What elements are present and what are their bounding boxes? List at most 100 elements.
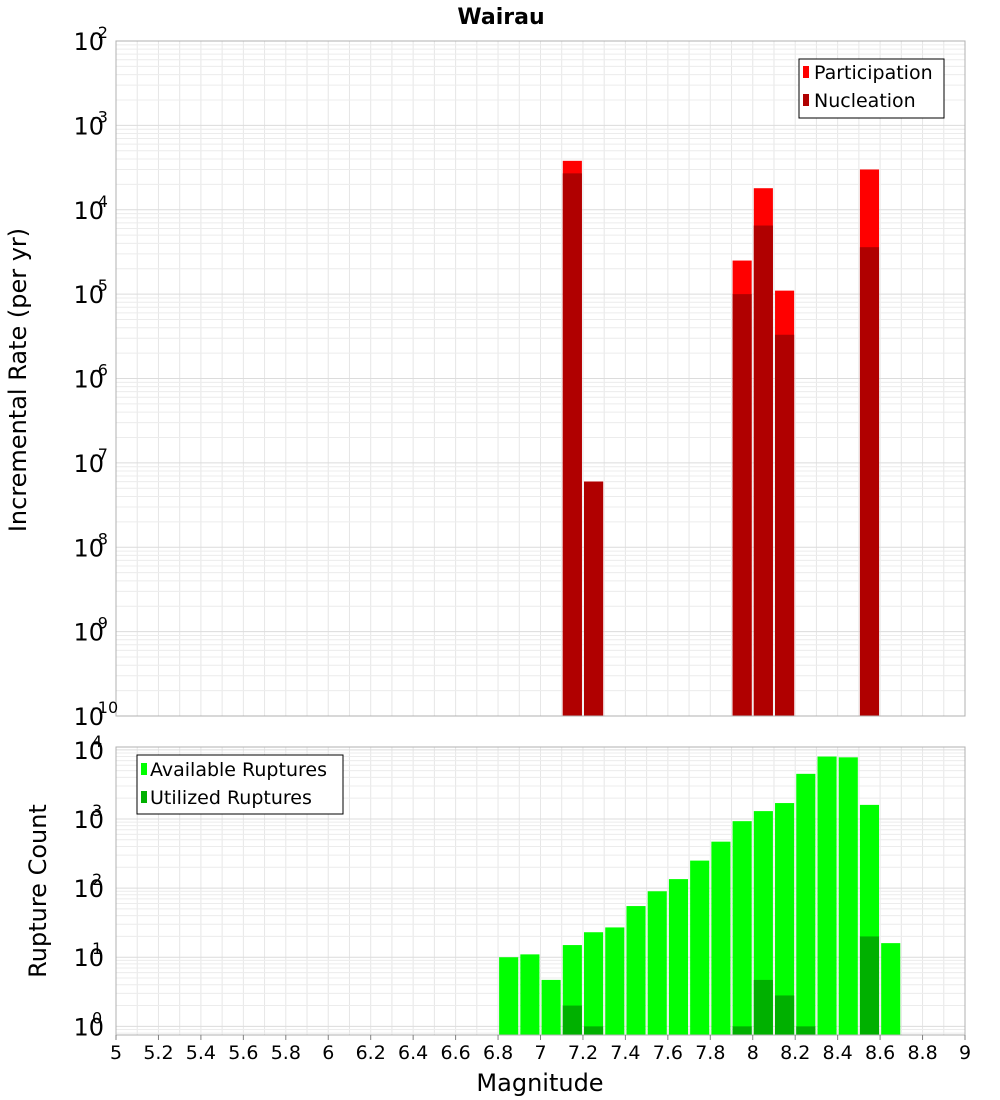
bottom-bar-available-ruptures bbox=[732, 821, 752, 1035]
bottom-bar-available-ruptures bbox=[711, 841, 731, 1035]
x-tick-label: 5.8 bbox=[271, 1042, 301, 1064]
bottom-bar-utilized-ruptures bbox=[796, 1026, 816, 1035]
bottom-bar-utilized-ruptures bbox=[753, 979, 773, 1035]
top-y-tick-label: 10-10 bbox=[73, 698, 118, 731]
bottom-y-tick-exponent: 2 bbox=[92, 870, 102, 889]
bottom-y-tick-label: 102 bbox=[73, 870, 104, 903]
bottom-y-tick-exponent: 4 bbox=[92, 732, 102, 751]
bottom-bar-available-ruptures bbox=[838, 757, 858, 1035]
top-y-tick-exponent: -2 bbox=[92, 23, 108, 42]
legend-nucleation-label: Nucleation bbox=[814, 90, 916, 112]
x-tick-label: 8 bbox=[747, 1042, 759, 1064]
bottom-legend-box bbox=[136, 754, 344, 815]
bottom-bar-available-ruptures bbox=[817, 756, 837, 1035]
x-axis-label: Magnitude bbox=[476, 1069, 603, 1097]
legend-available-swatch bbox=[141, 763, 147, 775]
bottom-bar-available-ruptures bbox=[647, 891, 667, 1035]
legend-available-label: Available Ruptures bbox=[150, 759, 327, 781]
top-y-tick-base: 10 bbox=[73, 703, 104, 731]
x-tick-label: 8.6 bbox=[865, 1042, 895, 1064]
bottom-y-tick-label: 100 bbox=[73, 1008, 104, 1041]
top-y-tick-base: 10 bbox=[73, 112, 104, 140]
bottom-bar-available-ruptures bbox=[499, 957, 519, 1035]
top-y-tick-label: 10-4 bbox=[73, 192, 108, 225]
bottom-bar-available-ruptures bbox=[753, 811, 773, 1035]
bottom-bar-available-ruptures bbox=[668, 879, 689, 1035]
top-y-tick-exponent: -7 bbox=[92, 445, 108, 464]
bottom-y-tick-base: 10 bbox=[73, 737, 104, 765]
top-bar-nucleation bbox=[732, 294, 752, 716]
bottom-y-tick-base: 10 bbox=[73, 806, 104, 834]
top-y-tick-base: 10 bbox=[73, 534, 104, 562]
x-tick-label: 6.2 bbox=[356, 1042, 386, 1064]
x-tick-label: 8.4 bbox=[823, 1042, 853, 1064]
bottom-y-tick-label: 101 bbox=[73, 939, 104, 972]
top-bar-nucleation bbox=[562, 173, 582, 716]
bottom-bar-utilized-ruptures bbox=[859, 936, 880, 1035]
bottom-bar-utilized-ruptures bbox=[562, 1005, 582, 1035]
top-y-tick-label: 10-8 bbox=[73, 529, 108, 562]
top-y-tick-base: 10 bbox=[73, 619, 104, 647]
x-tick-label: 7.4 bbox=[610, 1042, 640, 1064]
top-y-axis-label: Incremental Rate (per yr) bbox=[4, 228, 32, 532]
bottom-bars bbox=[499, 756, 901, 1035]
legend-utilized-swatch bbox=[141, 791, 147, 803]
legend-participation-swatch bbox=[803, 66, 809, 78]
top-bar-nucleation bbox=[859, 247, 880, 716]
bottom-bar-available-ruptures bbox=[605, 927, 625, 1035]
bottom-legend: Available Ruptures Utilized Ruptures bbox=[136, 754, 344, 815]
top-legend-box bbox=[798, 58, 945, 119]
top-bars bbox=[562, 160, 880, 717]
chart-title: Wairau bbox=[457, 5, 544, 30]
top-y-tick-exponent: -10 bbox=[92, 698, 118, 717]
x-tick-label: 5 bbox=[110, 1042, 122, 1064]
bottom-y-tick-base: 10 bbox=[73, 875, 104, 903]
bottom-x-ticks: 5 5.2 5.4 5.6 5.8 6 6.2 6.4 6.6 6.8 7 7.2 7.4 7.6 7.8 8… bbox=[110, 1035, 971, 1064]
x-tick-label: 5.6 bbox=[228, 1042, 258, 1064]
legend-utilized-label: Utilized Ruptures bbox=[150, 787, 312, 809]
bottom-bar-available-ruptures bbox=[541, 979, 561, 1035]
x-tick-label: 8.2 bbox=[780, 1042, 810, 1064]
bottom-y-tick-exponent: 0 bbox=[92, 1008, 102, 1027]
top-y-tick-exponent: -9 bbox=[92, 614, 108, 633]
x-tick-label: 5.4 bbox=[186, 1042, 216, 1064]
x-tick-label: 6 bbox=[322, 1042, 334, 1064]
top-y-tick-label: 10-6 bbox=[73, 361, 108, 394]
bottom-bar-available-ruptures bbox=[584, 932, 604, 1035]
bottom-bar-available-ruptures bbox=[520, 954, 540, 1035]
top-y-tick-label: 10-2 bbox=[73, 23, 108, 56]
top-bar-nucleation bbox=[775, 334, 795, 716]
x-tick-label: 7 bbox=[534, 1042, 546, 1064]
bottom-bar-utilized-ruptures bbox=[732, 1026, 752, 1035]
top-y-tick-label: 10-7 bbox=[73, 445, 108, 478]
top-y-tick-label: 10-5 bbox=[73, 276, 108, 309]
bottom-bar-utilized-ruptures bbox=[584, 1026, 604, 1035]
x-tick-label: 7.2 bbox=[568, 1042, 598, 1064]
top-y-tick-base: 10 bbox=[73, 197, 104, 225]
bottom-y-tick-exponent: 3 bbox=[92, 801, 102, 820]
top-y-tick-label: 10-3 bbox=[73, 107, 108, 140]
x-tick-label: 6.4 bbox=[398, 1042, 428, 1064]
top-grid bbox=[116, 40, 965, 717]
bottom-y-tick-base: 10 bbox=[73, 944, 104, 972]
bottom-bar-available-ruptures bbox=[796, 773, 816, 1035]
top-y-tick-exponent: -6 bbox=[92, 361, 108, 380]
top-y-tick-exponent: -4 bbox=[92, 192, 108, 211]
top-y-tick-base: 10 bbox=[73, 450, 104, 478]
bottom-y-axis-label: Rupture Count bbox=[24, 804, 52, 978]
bottom-y-tick-label: 103 bbox=[73, 801, 104, 834]
top-y-tick-base: 10 bbox=[73, 28, 104, 56]
top-y-tick-exponent: -3 bbox=[92, 107, 108, 126]
legend-participation-label: Participation bbox=[814, 62, 933, 84]
bottom-bar-available-ruptures bbox=[881, 943, 901, 1035]
top-bar-nucleation bbox=[584, 481, 604, 716]
top-y-tick-exponent: -8 bbox=[92, 529, 108, 548]
x-tick-label: 6.6 bbox=[440, 1042, 470, 1064]
bottom-bar-utilized-ruptures bbox=[775, 995, 795, 1035]
bottom-bar-available-ruptures bbox=[690, 860, 710, 1035]
top-y-tick-exponent: -5 bbox=[92, 276, 108, 295]
bottom-y-tick-label: 104 bbox=[73, 732, 104, 765]
